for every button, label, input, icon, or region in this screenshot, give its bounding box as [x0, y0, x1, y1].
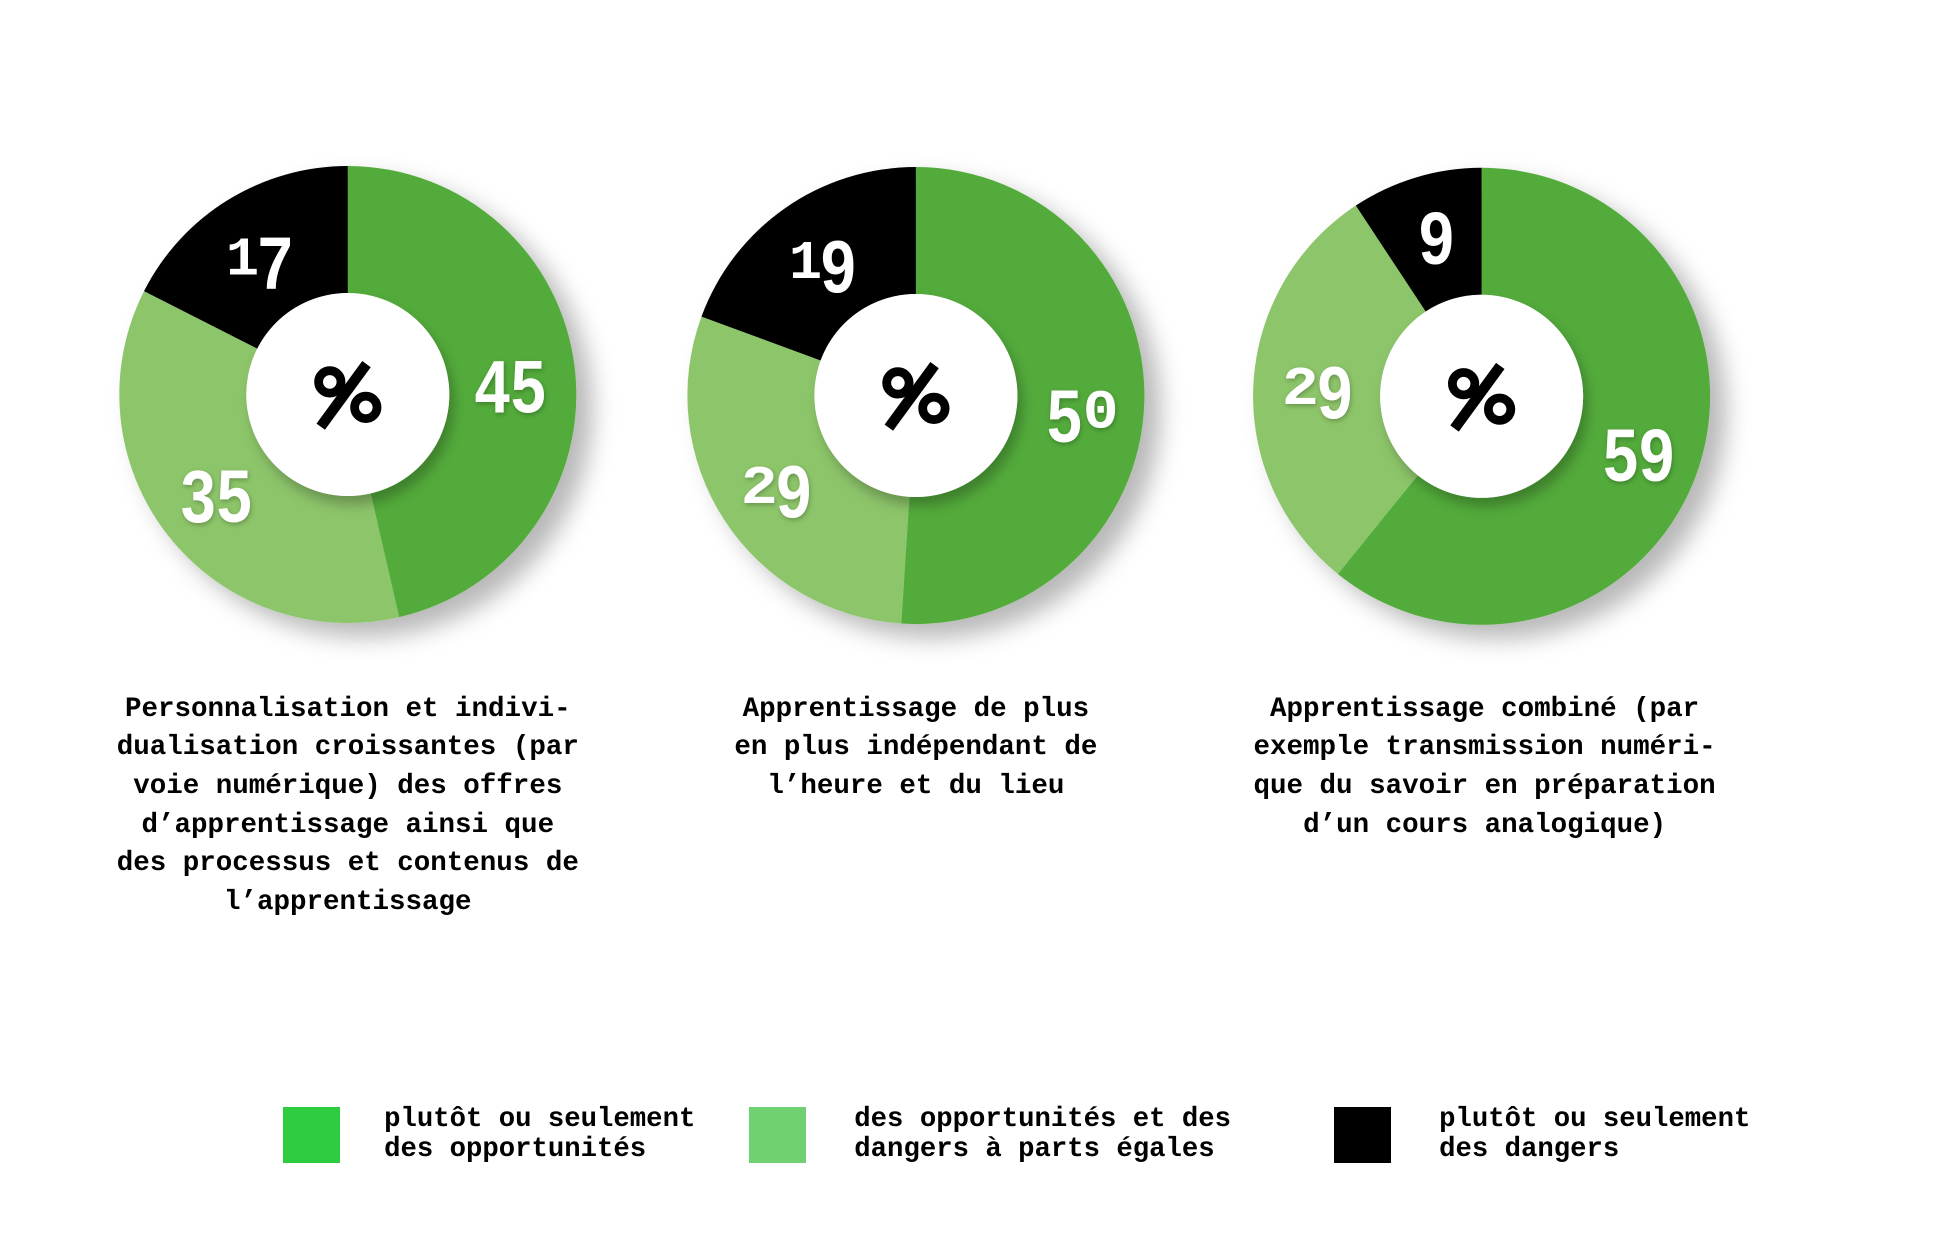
svg-text:9: 9 — [1317, 352, 1352, 435]
svg-text:4: 4 — [475, 346, 510, 429]
svg-text:9: 9 — [1639, 414, 1674, 497]
svg-text:7: 7 — [258, 222, 293, 305]
svg-text:9: 9 — [1419, 197, 1454, 280]
svg-text:2: 2 — [1282, 358, 1319, 421]
svg-text:9: 9 — [776, 451, 811, 534]
svg-text:5: 5 — [1603, 414, 1638, 497]
svg-text:3: 3 — [181, 455, 216, 538]
svg-text:1: 1 — [226, 228, 259, 291]
svg-text:5: 5 — [511, 346, 546, 429]
svg-text:1: 1 — [789, 232, 822, 295]
svg-text:0: 0 — [1083, 382, 1119, 444]
svg-text:5: 5 — [217, 455, 252, 538]
svg-text:2: 2 — [741, 457, 778, 520]
svg-text:5: 5 — [1047, 375, 1082, 458]
svg-text:9: 9 — [821, 226, 856, 309]
